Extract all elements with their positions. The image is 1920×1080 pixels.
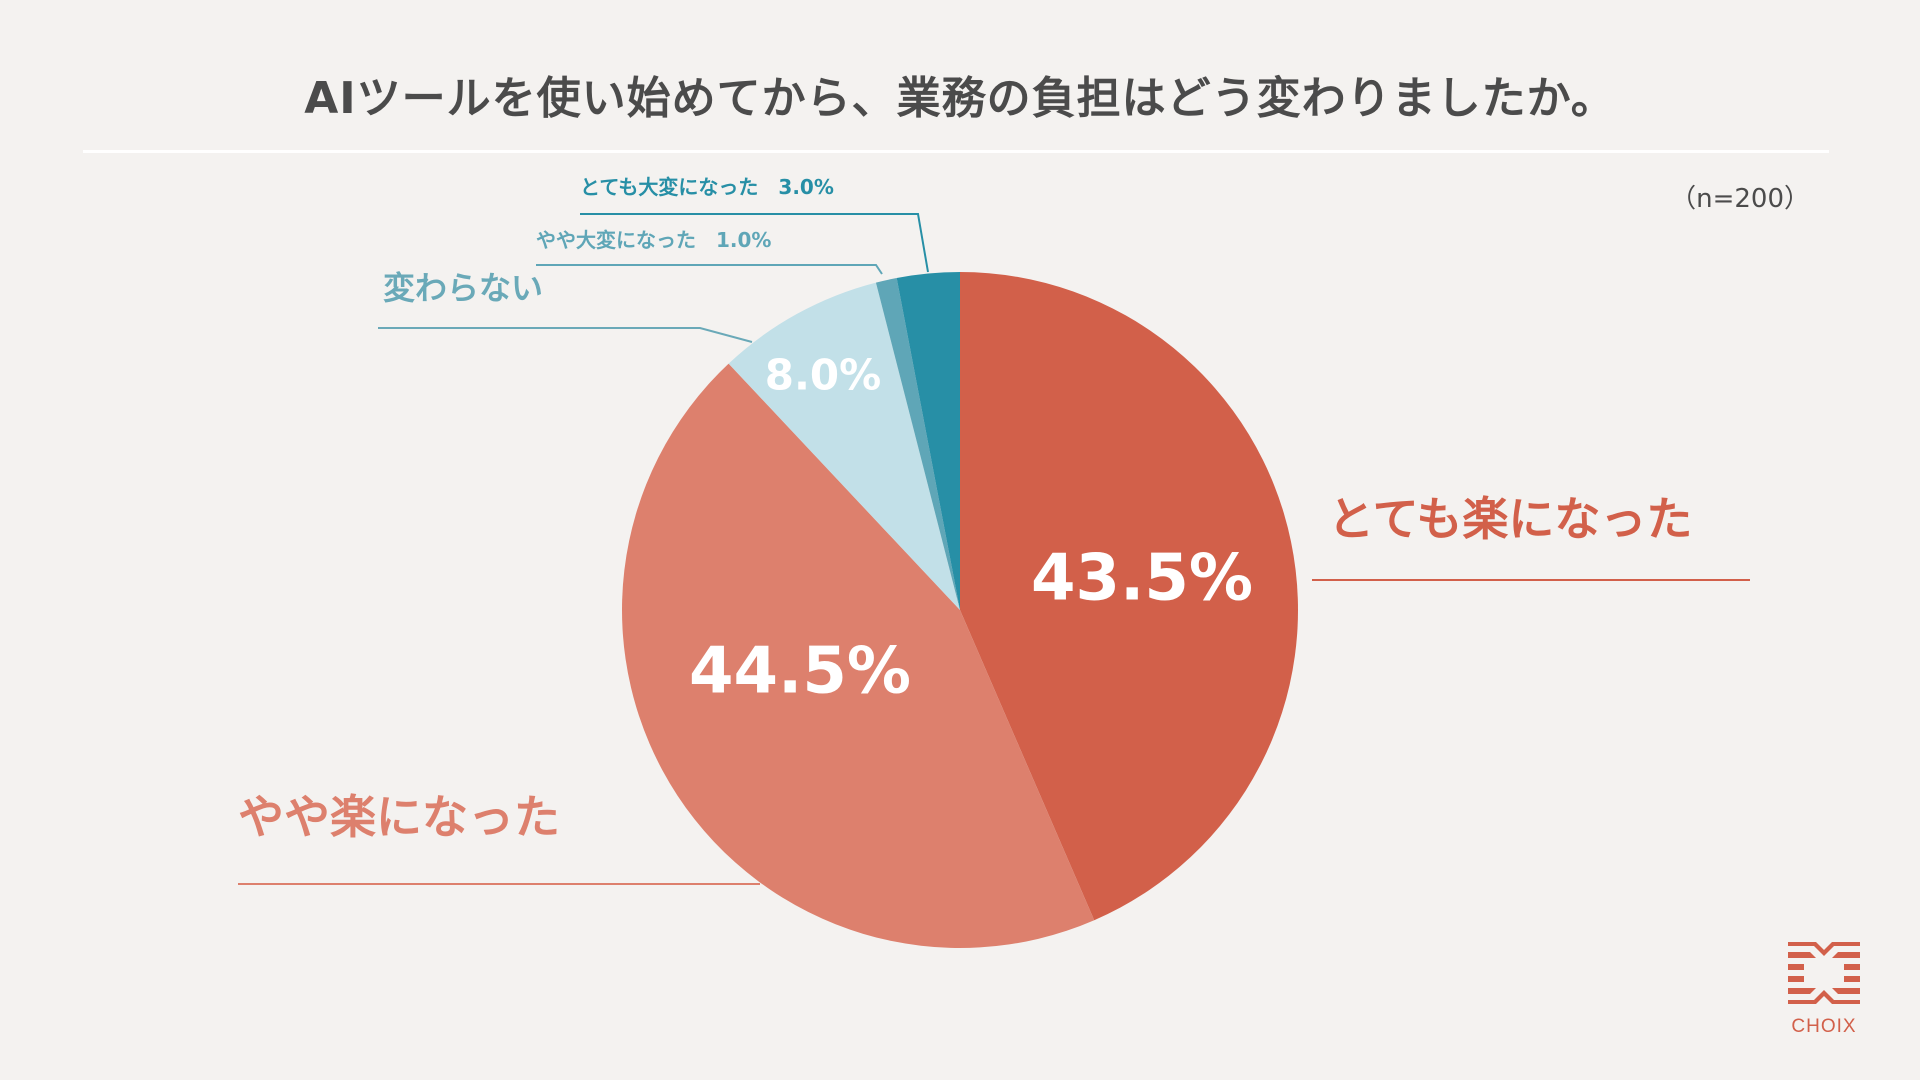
slice-5-value-label: 3.0% bbox=[778, 175, 833, 199]
slice-4-category-label: やや大変になった 1.0% bbox=[536, 228, 771, 252]
title-divider bbox=[83, 150, 1829, 153]
pie-slices bbox=[622, 272, 1299, 948]
slice-5-leader-line bbox=[580, 213, 929, 273]
slice-3-value-label: 8.0% bbox=[765, 351, 881, 400]
slice-4-value-label: 1.0% bbox=[716, 228, 771, 252]
slice-2-wedge bbox=[622, 363, 1095, 948]
slice-5-wedge bbox=[896, 272, 960, 610]
slice-labels: 43.5% とても楽になった 44.5% やや楽になった 8.0% 変わらない やや大変にな… bbox=[238, 175, 1692, 844]
sample-size-label: （n=200） bbox=[1670, 184, 1810, 214]
slice-3-leader-line bbox=[378, 327, 753, 343]
slice-3-category-label: 変わらない bbox=[383, 269, 543, 307]
leader-lines bbox=[238, 213, 1750, 885]
slice-4-leader-line bbox=[536, 264, 883, 275]
slice-1-wedge bbox=[960, 272, 1299, 921]
slice-2-category-label: やや楽になった bbox=[238, 790, 560, 844]
slice-1-category-label: とても楽になった bbox=[1328, 492, 1692, 546]
slice-1-value-label: 43.5% bbox=[1031, 542, 1253, 616]
choix-logo-icon bbox=[1788, 942, 1860, 1004]
slice-4-wedge bbox=[875, 277, 960, 610]
slice-2-value-label: 44.5% bbox=[689, 635, 911, 709]
slice-3-wedge bbox=[728, 282, 960, 610]
slice-5-category-label: とても大変になった 3.0% bbox=[580, 175, 834, 199]
chart-title: AIツールを使い始めてから、業務の負担はどう変わりましたか。 bbox=[304, 73, 1616, 124]
logo-wordmark: CHOIX bbox=[1791, 1016, 1857, 1037]
